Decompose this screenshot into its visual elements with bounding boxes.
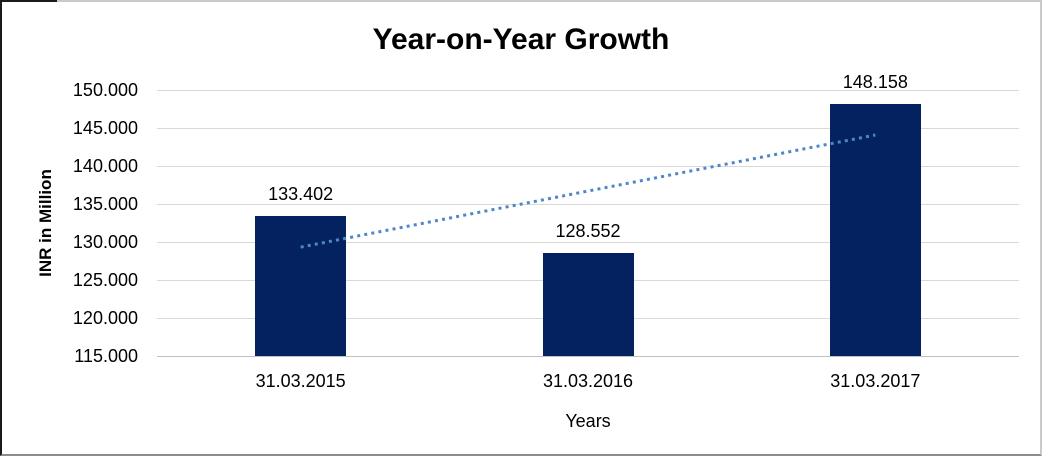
gridline: [157, 127, 1019, 129]
gridline: [157, 165, 1019, 167]
y-tick-label: 130.000: [72, 232, 138, 252]
plot-area: 133.402 128.552 148.158: [157, 72, 1019, 357]
y-tick-label: 140.000: [72, 156, 138, 176]
bar: [255, 216, 347, 356]
bar: [829, 103, 921, 356]
x-axis-line: [157, 355, 1019, 357]
y-tick-label: 120.000: [72, 308, 138, 328]
x-tick-label: 31.03.2017: [830, 371, 921, 391]
y-axis-title: INR in Million: [36, 169, 55, 277]
frame-corner-accent: [0, 0, 57, 2]
bar-value-label: 148.158: [842, 72, 908, 92]
y-tick-label: 135.000: [72, 194, 138, 214]
y-tick-label: 125.000: [72, 270, 138, 290]
bar: [542, 253, 634, 356]
x-tick-label: 31.03.2016: [542, 371, 634, 391]
trendline: [300, 133, 876, 249]
y-tick-label: 115.000: [74, 346, 138, 366]
gridline: [157, 89, 1019, 91]
chart-title: Year-on-Year Growth: [372, 23, 670, 56]
y-tick-label: 150.000: [72, 80, 138, 100]
x-tick-label: 31.03.2015: [255, 371, 346, 391]
x-axis-title: Years: [565, 411, 611, 431]
bar-value-label: 133.402: [268, 184, 334, 205]
bar-value-label: 128.552: [555, 221, 621, 241]
gridline: [157, 241, 1019, 243]
y-tick-label: 145.000: [72, 118, 138, 138]
gridline: [157, 203, 1019, 205]
